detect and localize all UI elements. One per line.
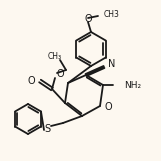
Text: O: O <box>57 69 65 79</box>
Text: O: O <box>27 76 35 86</box>
Text: CH3: CH3 <box>104 9 120 19</box>
Text: N: N <box>108 59 115 69</box>
Text: O: O <box>105 102 113 112</box>
Text: NH₂: NH₂ <box>124 80 141 90</box>
Text: O: O <box>84 14 92 24</box>
Text: S: S <box>44 124 50 134</box>
Text: CH₃: CH₃ <box>48 52 62 61</box>
